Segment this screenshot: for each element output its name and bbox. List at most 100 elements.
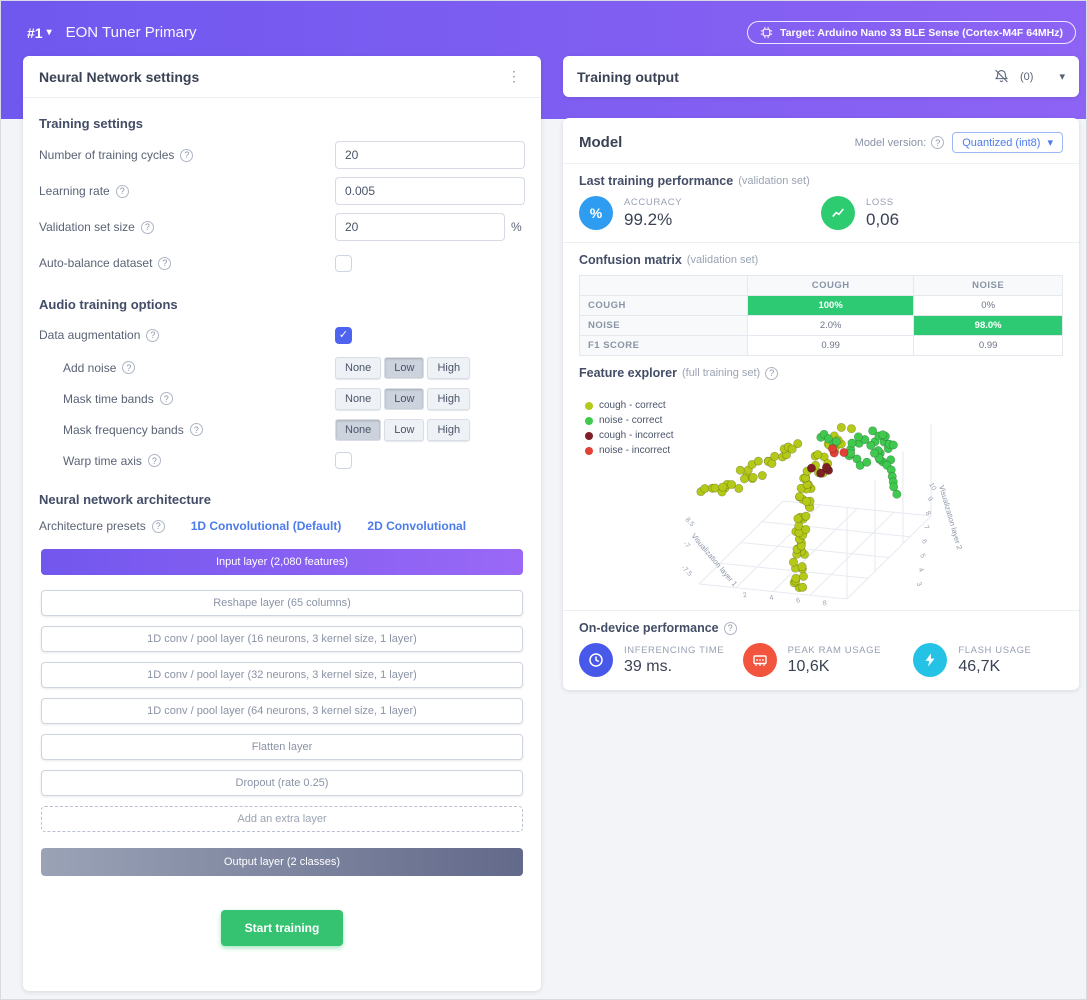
preset-2d-convolutional-link[interactable]: 2D Convolutional: [367, 519, 467, 533]
legend-item[interactable]: noise - incorrect: [585, 445, 673, 456]
loss-icon: [821, 196, 855, 230]
help-icon[interactable]: ?: [765, 366, 779, 380]
loss-value: 0,06: [866, 209, 900, 229]
help-icon[interactable]: ?: [158, 256, 172, 270]
help-icon[interactable]: ?: [180, 148, 194, 162]
chevron-down-icon: ▾: [1047, 137, 1053, 149]
legend-item[interactable]: cough - incorrect: [585, 430, 673, 441]
legend-item[interactable]: noise - correct: [585, 415, 673, 426]
segment-option-high[interactable]: High: [427, 418, 471, 441]
training-cycles-input[interactable]: [335, 141, 525, 169]
segment-option-none[interactable]: None: [335, 356, 382, 379]
help-icon[interactable]: ?: [122, 361, 136, 374]
clock-icon: [579, 643, 613, 677]
model-version-select[interactable]: Quantized (int8) ▾: [952, 132, 1063, 153]
validation-size-input[interactable]: [335, 213, 505, 241]
svg-text:-7.5: -7.5: [680, 564, 694, 578]
segment-option-none[interactable]: None: [335, 418, 382, 441]
warp-time-checkbox[interactable]: ✓: [335, 452, 352, 469]
segment-option-low[interactable]: Low: [384, 387, 425, 410]
help-icon[interactable]: ?: [723, 621, 737, 635]
notification-count: (0): [1020, 70, 1034, 83]
layer-block-conv64[interactable]: 1D conv / pool layer (64 neurons, 3 kern…: [41, 698, 523, 724]
inferencing-time-metric: INFERENCING TIME 39 ms.: [579, 643, 729, 677]
layer-block-dropout[interactable]: Dropout (rate 0.25): [41, 770, 523, 796]
inferencing-time-value: 39 ms.: [624, 657, 673, 675]
svg-text:Visualization layer 1: Visualization layer 1: [689, 532, 739, 589]
matrix-cell: 2.0%: [746, 315, 915, 336]
memory-chip-icon: [742, 643, 777, 677]
svg-text:5: 5: [918, 553, 926, 560]
loss-metric: LOSS 0,06: [821, 196, 1063, 230]
layer-block-output[interactable]: Output layer (2 classes): [41, 848, 523, 876]
table-row: COUGH 100% 0%: [579, 295, 1063, 316]
start-training-button[interactable]: Start training: [220, 910, 344, 946]
model-card: Model Model version: ? Quantized (int8) …: [563, 118, 1079, 690]
audio-options-heading: Audio training options: [39, 297, 178, 312]
target-badge[interactable]: Target: Arduino Nano 33 BLE Sense (Corte…: [747, 21, 1076, 44]
svg-text:7: 7: [922, 524, 930, 531]
layer-block-input[interactable]: Input layer (2,080 features): [41, 549, 523, 575]
feature-explorer-plot[interactable]: 2 4 6 8 8.5 -7 -7.5 10 9 8 7 6 5 4 3 Visualization laye…: [579, 388, 1063, 610]
segment-option-high[interactable]: High: [427, 356, 471, 379]
svg-text:8: 8: [924, 510, 932, 517]
layer-block-conv32[interactable]: 1D conv / pool layer (32 neurons, 3 kern…: [41, 662, 523, 688]
svg-text:4: 4: [769, 594, 774, 602]
segment-option-high[interactable]: High: [427, 387, 471, 410]
run-selector[interactable]: #1 ▾: [27, 25, 52, 41]
notifications-muted-icon[interactable]: [993, 68, 1010, 85]
perf-title: Last training performance: [579, 174, 734, 188]
help-icon[interactable]: ?: [115, 184, 129, 198]
divider: [563, 610, 1079, 611]
chevron-down-icon: ▾: [46, 27, 52, 38]
segment-option-low[interactable]: Low: [384, 356, 425, 379]
accuracy-icon: %: [579, 196, 613, 230]
explorer-title: Feature explorer: [579, 366, 677, 380]
architecture-presets-label: Architecture presets ?: [39, 519, 165, 533]
svg-text:4: 4: [916, 567, 924, 574]
data-augmentation-label: Data augmentation ?: [39, 328, 160, 342]
help-icon[interactable]: ?: [140, 220, 154, 234]
data-augmentation-checkbox[interactable]: ✓: [335, 326, 352, 344]
table-row: NOISE 2.0% 98.0%: [579, 315, 1063, 336]
kebab-menu-icon[interactable]: ⋮: [507, 68, 521, 84]
model-version-label: Model version: ?: [855, 136, 945, 149]
explorer-legend: cough - correct noise - correct cough - …: [585, 400, 673, 456]
segment-option-none[interactable]: None: [335, 387, 382, 410]
help-icon[interactable]: ?: [189, 423, 203, 436]
layer-block-flatten[interactable]: Flatten layer: [41, 734, 523, 760]
chevron-down-icon[interactable]: ▾: [1059, 71, 1065, 83]
svg-text:2: 2: [742, 592, 747, 600]
learning-rate-input[interactable]: [335, 177, 525, 205]
help-icon[interactable]: ?: [151, 519, 165, 533]
chip-icon: [760, 26, 773, 39]
learning-rate-row: Learning rate ?: [39, 173, 525, 209]
feature-explorer[interactable]: cough - correct noise - correct cough - …: [579, 388, 1063, 610]
help-icon[interactable]: ?: [146, 328, 160, 342]
training-cycles-row: Number of training cycles ?: [39, 137, 525, 173]
peak-ram-value: 10,6K: [787, 657, 830, 675]
layer-block-reshape[interactable]: Reshape layer (65 columns): [41, 590, 523, 616]
help-icon[interactable]: ?: [147, 454, 161, 467]
help-icon[interactable]: ?: [931, 136, 945, 149]
matrix-cell: 0.99: [913, 335, 1063, 356]
preset-1d-convolutional-link[interactable]: 1D Convolutional (Default): [190, 519, 342, 533]
legend-dot: [585, 446, 593, 455]
table-row: F1 SCORE 0.99 0.99: [579, 335, 1063, 356]
auto-balance-row: Auto-balance dataset ? ✓: [39, 245, 525, 281]
flash-usage-value: 46,7K: [958, 657, 1001, 675]
layer-block-conv16[interactable]: 1D conv / pool layer (16 neurons, 3 kern…: [41, 626, 523, 652]
divider: [563, 163, 1079, 164]
auto-balance-label: Auto-balance dataset ?: [39, 256, 172, 270]
auto-balance-checkbox[interactable]: ✓: [335, 254, 352, 272]
ondevice-title: On-device performance: [579, 621, 719, 635]
add-extra-layer-button[interactable]: Add an extra layer: [41, 806, 523, 832]
help-icon[interactable]: ?: [159, 392, 173, 405]
legend-item[interactable]: cough - correct: [585, 400, 673, 411]
explorer-subtitle: (full training set): [681, 367, 761, 379]
segment-option-low[interactable]: Low: [384, 418, 425, 441]
confusion-title: Confusion matrix: [579, 253, 682, 267]
accuracy-label: ACCURACY: [624, 196, 683, 208]
matrix-cell: 0%: [913, 295, 1063, 316]
confusion-matrix: COUGH NOISE COUGH 100% 0% NOISE 2.0% 98.…: [579, 275, 1063, 356]
